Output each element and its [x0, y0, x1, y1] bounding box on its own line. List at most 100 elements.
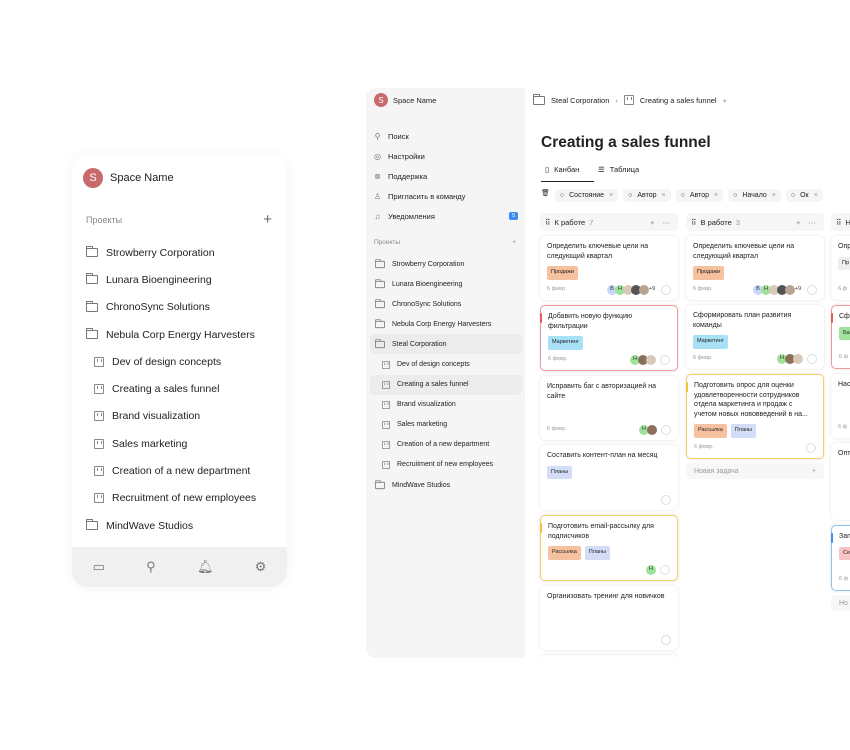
- project-item[interactable]: Dev of design concepts: [370, 354, 522, 374]
- sidebar-nav-item[interactable]: ♫ Уведомления 5: [373, 206, 518, 226]
- space-header[interactable]: S Space Name: [374, 93, 436, 107]
- project-item[interactable]: MindWave Studios: [370, 475, 522, 495]
- task-title: Подготовить опрос для оценки удовлетворе…: [694, 382, 808, 418]
- complete-checkbox[interactable]: [661, 495, 671, 505]
- card-footer: 6 февр. В Н +9: [693, 285, 817, 295]
- sidebar-nav-item[interactable]: ⚲ Поиск: [373, 126, 518, 146]
- complete-checkbox[interactable]: [660, 565, 670, 575]
- tag-list: Баг: [839, 326, 850, 340]
- task-card[interactable]: Сформировать план развития команды Маркет…: [686, 305, 824, 369]
- complete-checkbox[interactable]: [807, 354, 817, 364]
- add-project-button[interactable]: +: [512, 239, 516, 246]
- filter-chip[interactable]: ○ Автор ×: [675, 189, 724, 202]
- drag-handle-icon[interactable]: ⠿: [836, 217, 842, 227]
- task-card[interactable]: Опр сле Пр 6 ф: [831, 236, 850, 300]
- complete-checkbox[interactable]: [806, 443, 816, 453]
- close-icon[interactable]: ×: [661, 192, 666, 199]
- complete-checkbox[interactable]: [660, 355, 670, 365]
- bell-icon[interactable]: 🔔︎: [196, 559, 214, 574]
- task-card[interactable]: Исправить баг с авторизацией на сайте 6 ф…: [540, 376, 678, 440]
- task-title: Подготовить email-рассылку для подписчик…: [548, 523, 654, 540]
- project-item[interactable]: Creation of a new department: [370, 435, 522, 455]
- tag: Маркетинг: [693, 335, 728, 349]
- project-item[interactable]: Recruitment of new employees: [86, 485, 256, 512]
- project-item[interactable]: Dev of design concepts: [86, 348, 256, 375]
- task-card[interactable]: Подготовить опрос для оценки удовлетворе…: [686, 374, 824, 459]
- sidebar-nav-item[interactable]: ⊗ Поддержка: [373, 166, 518, 186]
- task-card[interactable]: Составить контент-план на месяц Планы: [540, 445, 678, 510]
- add-project-button[interactable]: +: [263, 211, 272, 228]
- project-item[interactable]: Lunara Bioengineering: [86, 266, 256, 293]
- kanban-column: ⠿Н+ ⋯ Опр сле Пр 6 ф Сфо ком Баг 6 ф Нас пла 6 ф…: [831, 213, 850, 611]
- search-icon[interactable]: ⚲: [146, 559, 156, 574]
- project-item[interactable]: Sales marketing: [86, 430, 256, 457]
- drag-handle-icon[interactable]: ⠿: [691, 217, 697, 227]
- project-item[interactable]: Creation of a new department: [86, 457, 256, 484]
- tab-kanban[interactable]: ▯ Канбан: [541, 163, 594, 182]
- project-item[interactable]: Creating a sales funnel: [370, 374, 522, 395]
- project-item[interactable]: ChronoSync Solutions: [370, 294, 522, 314]
- complete-checkbox[interactable]: [661, 285, 671, 295]
- task-card[interactable]: Зап в со Сет 6 ф: [831, 525, 850, 591]
- column-count: 3: [735, 217, 740, 227]
- task-title: Добавить новую функцию фильтрации: [548, 313, 633, 330]
- complete-checkbox[interactable]: [661, 425, 671, 435]
- column-actions[interactable]: + ⋯: [796, 217, 819, 227]
- project-item[interactable]: Brand visualization: [86, 403, 256, 430]
- gear-icon[interactable]: ⚙: [254, 559, 267, 574]
- project-item[interactable]: MindWave Studios: [86, 512, 256, 539]
- task-card[interactable]: Добавить новую функцию фильтрации Маркети…: [540, 305, 678, 371]
- tag-list: Рассылка Планы: [694, 424, 816, 438]
- project-label: Creating a sales funnel: [112, 383, 220, 396]
- project-item[interactable]: Nebula Corp Energy Harvesters: [370, 314, 522, 334]
- avatar: В: [607, 285, 617, 295]
- complete-checkbox[interactable]: [661, 635, 671, 645]
- task-card[interactable]: Определить ключевые цели на следующий кв…: [686, 236, 824, 300]
- column-actions[interactable]: + ⋯: [650, 217, 673, 227]
- filter-chip[interactable]: ○ Ок ×: [785, 189, 823, 202]
- project-item[interactable]: Creating a sales funnel: [86, 375, 256, 402]
- project-item[interactable]: Brand visualization: [370, 395, 522, 415]
- task-card[interactable]: Сфо ком Баг 6 ф: [831, 305, 850, 369]
- project-item[interactable]: Sales marketing: [370, 415, 522, 435]
- close-icon[interactable]: ×: [609, 192, 614, 199]
- card-footer: Н: [548, 565, 670, 575]
- breadcrumb-parent[interactable]: Steal Corporation: [551, 95, 610, 105]
- new-task-button[interactable]: Но+: [831, 595, 850, 611]
- folder-icon: [375, 299, 385, 308]
- new-task-button[interactable]: Новая задача +: [686, 463, 824, 479]
- trash-icon[interactable]: 🗑︎: [541, 190, 550, 197]
- card-footer: 6 февр. Н: [548, 355, 670, 365]
- filter-chip[interactable]: ○ Автор ×: [623, 189, 671, 202]
- close-icon[interactable]: ×: [771, 192, 776, 199]
- project-item[interactable]: Lunara Bioengineering: [370, 274, 522, 294]
- project-item[interactable]: ChronoSync Solutions: [86, 294, 256, 321]
- task-card[interactable]: Опт загр: [831, 443, 850, 520]
- task-card[interactable]: [540, 655, 678, 658]
- task-card[interactable]: Организовать тренинг для новичков: [540, 586, 678, 650]
- project-item[interactable]: Steal Corporation: [370, 334, 522, 355]
- main-content: Steal Corporation › Creating a sales fun…: [525, 88, 850, 658]
- complete-checkbox[interactable]: [807, 285, 817, 295]
- tab-table[interactable]: ☰ Таблица: [598, 165, 640, 174]
- project-item[interactable]: Nebula Corp Energy Harvesters: [86, 321, 256, 348]
- add-icon[interactable]: +: [722, 95, 727, 105]
- folder-icon[interactable]: ▭: [92, 559, 105, 574]
- task-card[interactable]: Нас пла 6 ф: [831, 374, 850, 438]
- project-item[interactable]: Strowberry Corporation: [370, 254, 522, 274]
- space-header[interactable]: S Space Name: [83, 168, 174, 188]
- project-item[interactable]: Recruitment of new employees: [370, 455, 522, 475]
- project-item[interactable]: Strowberry Corporation: [86, 239, 256, 266]
- close-icon[interactable]: ×: [714, 192, 719, 199]
- close-icon[interactable]: ×: [813, 192, 818, 199]
- breadcrumb-current[interactable]: Creating a sales funnel: [639, 95, 717, 105]
- sidebar-nav-item[interactable]: ◎ Настройки: [373, 146, 518, 166]
- chevron-right-icon: ›: [615, 95, 618, 105]
- task-card[interactable]: Подготовить email-рассылку для подписчик…: [540, 515, 678, 581]
- filter-chip[interactable]: ○ Состояние ×: [554, 189, 619, 202]
- filter-chip[interactable]: ○ Начало ×: [728, 189, 781, 202]
- folder-icon: [533, 93, 545, 105]
- task-card[interactable]: Определить ключевые цели на следующий кв…: [540, 236, 678, 300]
- sidebar-nav-item[interactable]: ♙ Пригласить в команду: [373, 186, 518, 206]
- drag-handle-icon[interactable]: ⠿: [545, 217, 551, 227]
